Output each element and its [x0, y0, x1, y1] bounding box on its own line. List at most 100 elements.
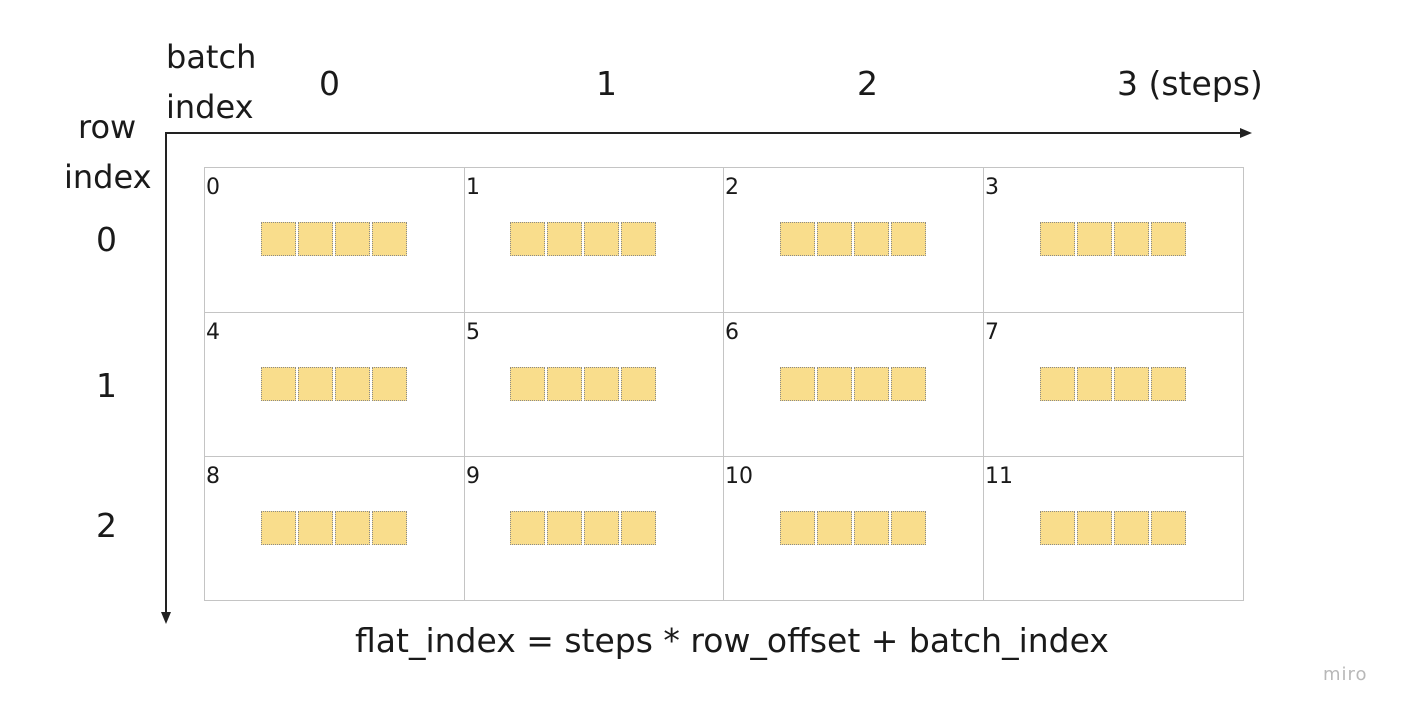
grid-cell: 6 [724, 313, 984, 457]
cell-flat-index: 3 [985, 175, 999, 200]
element-slot [1077, 222, 1112, 256]
cell-flat-index: 11 [985, 464, 1013, 489]
y-tick-0: 0 [96, 220, 117, 259]
element-slot [298, 222, 333, 256]
grid-cell: 5 [465, 313, 724, 457]
element-slot [261, 222, 296, 256]
miro-logo: miro [1323, 664, 1368, 685]
element-slot [1114, 222, 1149, 256]
cell-flat-index: 5 [466, 320, 480, 345]
element-slot [854, 511, 889, 545]
grid-cell: 0 [205, 168, 465, 313]
element-slot [1151, 367, 1186, 401]
cell-flat-index: 8 [206, 464, 220, 489]
element-slot [547, 367, 582, 401]
y-axis-title-line2: index [64, 158, 152, 196]
element-slot [621, 222, 656, 256]
element-slot [891, 222, 926, 256]
grid-cell: 8 [205, 457, 465, 601]
y-axis-arrowhead [161, 612, 171, 624]
element-slot [372, 511, 407, 545]
x-tick-3: 3 (steps) [1117, 64, 1263, 103]
element-slot [372, 367, 407, 401]
cell-flat-index: 10 [725, 464, 753, 489]
x-tick-2: 2 [857, 64, 878, 103]
y-axis-title-line1: row [78, 108, 137, 146]
element-slot [510, 511, 545, 545]
slot-row [1040, 511, 1188, 545]
slot-row [780, 367, 928, 401]
element-slot [510, 222, 545, 256]
element-slot [817, 222, 852, 256]
grid-cell: 1 [465, 168, 724, 313]
slot-row [1040, 367, 1188, 401]
element-slot [780, 511, 815, 545]
element-slot [298, 367, 333, 401]
grid-cell: 11 [984, 457, 1244, 601]
element-slot [547, 511, 582, 545]
cell-flat-index: 2 [725, 175, 739, 200]
x-tick-1: 1 [596, 64, 617, 103]
cell-flat-index: 9 [466, 464, 480, 489]
element-slot [335, 511, 370, 545]
slot-row [261, 222, 409, 256]
slot-row [1040, 222, 1188, 256]
element-slot [780, 367, 815, 401]
element-slot [780, 222, 815, 256]
element-slot [584, 367, 619, 401]
slot-row [261, 511, 409, 545]
element-slot [1040, 222, 1075, 256]
element-slot [584, 222, 619, 256]
cell-flat-index: 7 [985, 320, 999, 345]
slot-row [510, 367, 658, 401]
grid-cell: 7 [984, 313, 1244, 457]
element-slot [1077, 511, 1112, 545]
element-slot [1077, 367, 1112, 401]
element-slot [261, 367, 296, 401]
element-slot [891, 367, 926, 401]
grid-cell: 4 [205, 313, 465, 457]
element-slot [621, 511, 656, 545]
element-slot [1040, 511, 1075, 545]
x-axis-line [166, 132, 1244, 134]
y-axis-line [165, 132, 167, 614]
cell-flat-index: 6 [725, 320, 739, 345]
element-slot [854, 367, 889, 401]
grid-cell: 9 [465, 457, 724, 601]
element-slot [817, 367, 852, 401]
element-slot [335, 222, 370, 256]
y-tick-1: 1 [96, 366, 117, 405]
element-slot [298, 511, 333, 545]
element-slot [372, 222, 407, 256]
slot-row [780, 222, 928, 256]
cell-flat-index: 4 [206, 320, 220, 345]
element-slot [510, 367, 545, 401]
element-slot [335, 367, 370, 401]
formula-caption: flat_index = steps * row_offset + batch_… [355, 621, 1109, 660]
cell-flat-index: 1 [466, 175, 480, 200]
x-axis-title-line1: batch [166, 38, 257, 76]
element-slot [1151, 222, 1186, 256]
element-slot [1040, 367, 1075, 401]
grid-cell: 2 [724, 168, 984, 313]
element-slot [817, 511, 852, 545]
grid-cell: 10 [724, 457, 984, 601]
x-axis-arrowhead [1240, 128, 1252, 138]
slot-row [510, 222, 658, 256]
element-slot [261, 511, 296, 545]
slot-row [261, 367, 409, 401]
slot-row [510, 511, 658, 545]
element-slot [1114, 511, 1149, 545]
index-grid: 0 1 2 3 4 5 6 7 8 9 10 11 [204, 167, 1244, 601]
element-slot [854, 222, 889, 256]
element-slot [547, 222, 582, 256]
element-slot [891, 511, 926, 545]
element-slot [1151, 511, 1186, 545]
slot-row [780, 511, 928, 545]
x-tick-0: 0 [319, 64, 340, 103]
cell-flat-index: 0 [206, 175, 220, 200]
grid-cell: 3 [984, 168, 1244, 313]
element-slot [1114, 367, 1149, 401]
x-axis-title-line2: index [166, 88, 254, 126]
y-tick-2: 2 [96, 506, 117, 545]
